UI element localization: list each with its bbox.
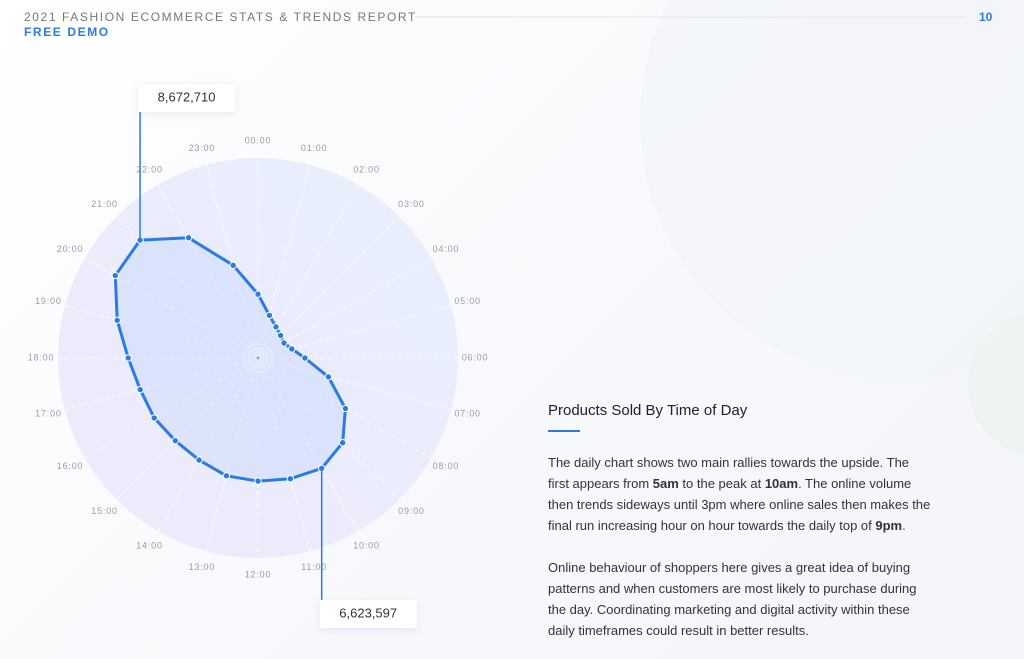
data-point xyxy=(272,323,280,331)
axis-label: 00:00 xyxy=(245,135,272,145)
data-point xyxy=(276,331,285,340)
data-point xyxy=(171,436,180,445)
spoke xyxy=(257,357,452,411)
data-point xyxy=(339,439,347,447)
header-subtitle: FREE DEMO xyxy=(24,25,110,39)
bg-circle xyxy=(968,314,1024,456)
header-title: 2021 FASHION ECOMMERCE STATS & TRENDS RE… xyxy=(24,10,417,24)
data-point xyxy=(113,316,121,324)
data-point xyxy=(280,339,288,347)
value-label: 8,672,710 xyxy=(158,89,216,104)
text-run: Online behaviour of shoppers here gives … xyxy=(548,560,917,638)
text-run: to the peak at xyxy=(678,476,765,491)
spoke xyxy=(257,184,359,359)
spoke xyxy=(257,257,432,359)
data-point xyxy=(301,354,309,362)
text-run: 5am xyxy=(652,476,679,491)
page-number: 10 xyxy=(979,10,993,24)
axis-label: 18:00 xyxy=(28,352,55,362)
axis-label: 17:00 xyxy=(35,409,62,419)
data-point xyxy=(150,414,158,422)
axis-label: 22:00 xyxy=(136,164,163,174)
text-run: 10am xyxy=(764,476,799,491)
axis-label: 19:00 xyxy=(35,296,62,306)
text-run: 9pm xyxy=(875,518,903,533)
axis-label: 09:00 xyxy=(398,506,425,516)
spoke xyxy=(257,164,311,359)
paragraph: The daily chart shows two main rallies t… xyxy=(548,452,933,536)
body-text: The daily chart shows two main rallies t… xyxy=(548,452,933,659)
axis-label: 02:00 xyxy=(353,164,380,174)
axis-label: 16:00 xyxy=(57,461,84,471)
text-run: . The online volume then trends sideways… xyxy=(548,476,931,533)
data-point xyxy=(288,345,296,353)
axis-label: 12:00 xyxy=(245,569,272,579)
axis-label: 04:00 xyxy=(433,244,460,254)
text-run: The daily chart shows two main rallies t… xyxy=(548,455,910,491)
axis-label: 23:00 xyxy=(189,143,216,153)
value-label-box xyxy=(319,600,417,628)
data-point xyxy=(136,385,144,394)
data-point xyxy=(265,311,274,320)
text-run: . xyxy=(902,518,906,533)
axis-label: 20:00 xyxy=(57,244,84,254)
axis-label: 05:00 xyxy=(454,296,481,306)
spoke xyxy=(205,164,259,359)
axis-label: 13:00 xyxy=(189,562,216,572)
value-label-box xyxy=(138,84,236,112)
data-point xyxy=(324,373,333,381)
spoke xyxy=(257,305,452,359)
data-point xyxy=(222,472,231,480)
bg-circle xyxy=(640,0,1024,380)
data-point xyxy=(286,475,295,483)
axis-label: 21:00 xyxy=(91,199,118,209)
axis-label: 10:00 xyxy=(353,540,380,550)
axis-label: 07:00 xyxy=(454,409,481,419)
data-point xyxy=(341,404,350,413)
spoke xyxy=(257,216,400,359)
axis-label: 11:00 xyxy=(301,562,327,572)
data-point xyxy=(254,477,262,485)
data-point xyxy=(195,456,203,464)
paragraph: Online behaviour of shoppers here gives … xyxy=(548,557,933,641)
axis-label: 06:00 xyxy=(462,352,489,362)
axis-label: 14:00 xyxy=(136,540,163,550)
data-point xyxy=(124,354,132,362)
radar: 00:00 01:00 02:00 03:00 04:00 05:00 06:00 07:00… xyxy=(28,84,489,628)
axis-label: 01:00 xyxy=(301,143,328,153)
data-point xyxy=(254,290,262,298)
data-point xyxy=(111,271,119,280)
axis-label: 03:00 xyxy=(398,199,425,209)
data-point xyxy=(229,261,237,270)
axis-label: 08:00 xyxy=(433,461,460,471)
value-label: 6,623,597 xyxy=(339,605,397,620)
data-point xyxy=(184,234,193,242)
section-heading: Products Sold By Time of Day xyxy=(548,402,748,419)
axis-label: 15:00 xyxy=(91,506,118,516)
